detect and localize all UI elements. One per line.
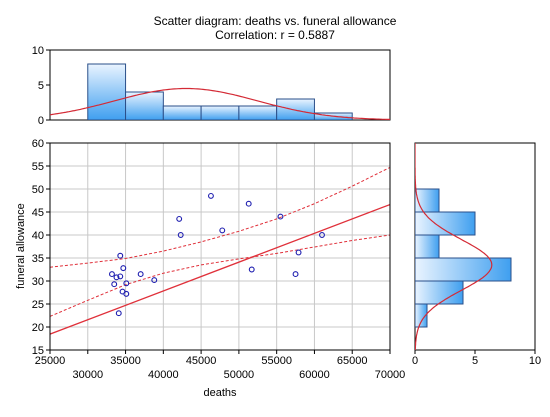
right-normal-curve xyxy=(415,143,493,350)
top-histogram-bar xyxy=(162,105,202,120)
scatter-point xyxy=(115,310,122,317)
right-histogram-bar xyxy=(415,280,464,305)
y-tick-label: 20 xyxy=(32,322,44,334)
y-tick-label: 15 xyxy=(32,345,44,357)
chart-subtitle: Correlation: r = 0.5887 xyxy=(215,28,335,42)
x-tick-label: 70000 xyxy=(375,369,406,381)
top-histogram-y-ticks: 0 5 10 xyxy=(32,45,50,127)
y-tick-label: 35 xyxy=(32,253,44,265)
x-tick-label: 50000 xyxy=(224,369,255,381)
scatter-point xyxy=(177,232,184,238)
scatter-point xyxy=(176,215,183,222)
right-x-tick-label: 10 xyxy=(529,355,541,367)
y-tick-label: 60 xyxy=(32,138,44,150)
scatter-point xyxy=(295,249,302,256)
regression-line xyxy=(50,203,390,335)
x-tick-label: 65000 xyxy=(337,355,368,367)
y-tick-label: 30 xyxy=(32,276,44,288)
scatter-point xyxy=(277,213,284,220)
scatter-background xyxy=(50,143,390,350)
x-tick-label: 40000 xyxy=(148,369,179,381)
top-y-tick-label: 10 xyxy=(32,45,44,57)
scatter-point xyxy=(219,227,226,234)
x-tick-label: 60000 xyxy=(299,369,330,381)
scatter-point xyxy=(113,274,120,281)
scatter-point xyxy=(245,200,252,207)
y-axis-label: funeral allowance xyxy=(15,203,27,289)
confidence-band-lower xyxy=(50,234,390,317)
right-x-tick-label: 0 xyxy=(412,355,418,367)
x-tick-label: 45000 xyxy=(186,355,217,367)
scatter-panel: 25000 30000 35000 40000 45000 50000 55000 60000… xyxy=(15,138,405,399)
scatter-point xyxy=(292,271,299,278)
x-tick-label: 35000 xyxy=(110,355,141,367)
scatter-point xyxy=(117,273,124,280)
y-tick-label: 40 xyxy=(32,230,44,242)
scatter-point xyxy=(319,232,325,238)
scatter-point xyxy=(117,252,124,259)
top-histogram-panel: 0 5 10 xyxy=(32,45,391,127)
right-histogram-bars xyxy=(415,188,512,328)
scatter-point xyxy=(248,266,255,273)
scatter-point xyxy=(123,290,130,297)
chart-title: Scatter diagram: deaths vs. funeral allo… xyxy=(153,14,397,28)
y-tick-label: 25 xyxy=(32,299,44,311)
y-axis-ticks: 15 20 25 30 35 40 45 50 55 60 xyxy=(32,138,50,357)
right-histogram-panel: 0 5 10 xyxy=(412,142,541,367)
right-histogram-bar xyxy=(415,188,440,213)
x-tick-label: 30000 xyxy=(72,369,103,381)
y-tick-label: 45 xyxy=(32,207,44,219)
scatter-point xyxy=(109,271,115,278)
top-histogram-bar xyxy=(200,105,240,120)
top-normal-curve xyxy=(50,87,390,120)
y-tick-label: 55 xyxy=(32,161,44,173)
right-x-tick-label: 5 xyxy=(472,355,478,367)
right-histogram-bar xyxy=(415,257,512,282)
top-histogram-bar xyxy=(276,98,315,120)
top-y-tick-label: 5 xyxy=(38,80,44,92)
scatter-point xyxy=(151,277,158,284)
right-histogram-bar xyxy=(415,234,440,259)
scatter-point xyxy=(123,280,130,287)
scatter-point xyxy=(111,281,118,288)
confidence-band-upper xyxy=(50,166,390,268)
scatter-point xyxy=(207,192,214,199)
scatter-point xyxy=(120,265,127,272)
scatter-frame xyxy=(49,142,391,351)
scatter-grid xyxy=(50,143,390,350)
y-tick-label: 50 xyxy=(32,184,44,196)
right-histogram-x-ticks: 0 5 10 xyxy=(412,350,541,367)
top-histogram-bar xyxy=(87,63,127,120)
top-y-tick-label: 0 xyxy=(38,115,44,127)
x-axis-label: deaths xyxy=(203,387,237,399)
x-tick-label: 25000 xyxy=(35,355,66,367)
x-tick-label: 55000 xyxy=(261,355,292,367)
right-histogram-bar xyxy=(415,211,476,236)
x-axis-ticks: 25000 30000 35000 40000 45000 50000 55000 60000… xyxy=(35,350,406,381)
scatter-points xyxy=(109,192,325,317)
top-histogram-bar xyxy=(238,105,278,120)
scatter-point xyxy=(137,271,144,278)
